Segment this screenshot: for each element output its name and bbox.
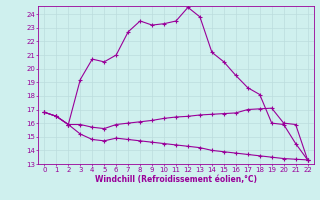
X-axis label: Windchill (Refroidissement éolien,°C): Windchill (Refroidissement éolien,°C) xyxy=(95,175,257,184)
